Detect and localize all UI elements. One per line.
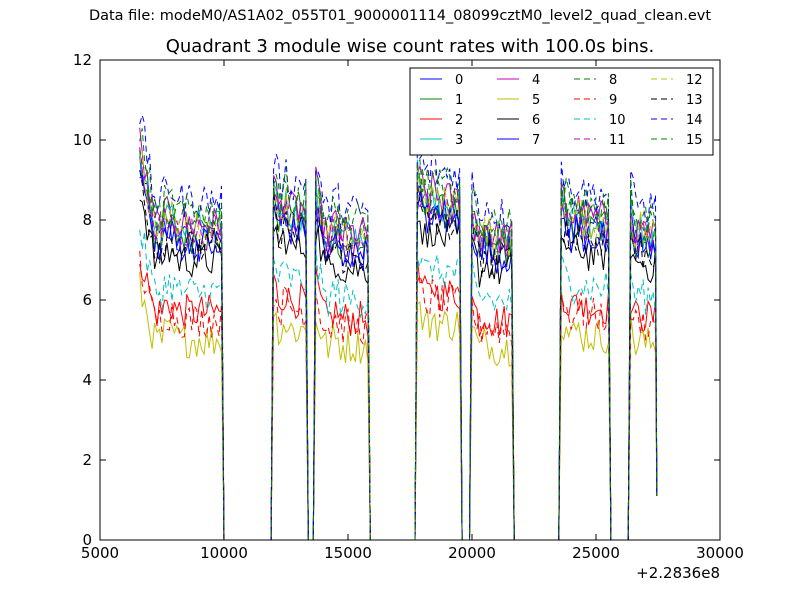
legend-label-1: 1 [455, 93, 463, 108]
x-tick-label: 15000 [324, 544, 372, 562]
legend-label-3: 3 [455, 133, 463, 148]
y-tick-label: 12 [73, 51, 92, 69]
series-line-5 [139, 271, 658, 540]
series-line-7 [139, 174, 658, 540]
legend-label-15: 15 [686, 133, 703, 148]
series-line-6 [139, 199, 658, 540]
legend-label-10: 10 [609, 113, 626, 128]
series-line-10 [139, 229, 658, 540]
legend-label-0: 0 [455, 73, 463, 88]
y-tick-label: 10 [73, 131, 92, 149]
chart-title: Quadrant 3 module wise count rates with … [165, 36, 655, 57]
plot-lines [139, 113, 658, 540]
axes: 5000 10000 15000 20000 25000 30000024681012+2… [73, 51, 744, 582]
y-tick-label: 2 [82, 451, 92, 469]
y-tick-label: 0 [82, 531, 92, 549]
legend-label-13: 13 [686, 93, 703, 108]
legend-label-2: 2 [455, 113, 463, 128]
series-line-1 [139, 150, 658, 540]
legend-label-5: 5 [532, 93, 540, 108]
legend-label-11: 11 [609, 133, 626, 148]
series-line-8 [139, 148, 658, 540]
legend-label-7: 7 [532, 133, 540, 148]
y-tick-label: 8 [82, 211, 92, 229]
data-file-header: Data file: modeM0/AS1A02_055T01_90000011… [88, 8, 712, 24]
legend-label-9: 9 [609, 93, 617, 108]
x-tick-label: 10000 [200, 544, 248, 562]
x-tick-label: 30000 [696, 544, 744, 562]
x-tick-label: 25000 [572, 544, 620, 562]
y-tick-label: 4 [82, 371, 92, 389]
x-tick-label: 20000 [448, 544, 496, 562]
legend-box [409, 67, 714, 156]
series-line-3 [139, 154, 658, 540]
series-line-15 [139, 128, 658, 540]
series-line-12 [139, 151, 658, 540]
legend-label-14: 14 [686, 113, 703, 128]
series-line-2 [139, 258, 658, 540]
legend-label-12: 12 [686, 73, 703, 88]
series-line-13 [139, 170, 658, 540]
series-line-9 [139, 250, 658, 540]
x-offset-label: +2.2836e8 [636, 564, 720, 582]
legend-label-6: 6 [532, 113, 540, 128]
y-tick-label: 6 [82, 291, 92, 309]
legend-label-8: 8 [609, 73, 617, 88]
x-tick-label: 5000 [81, 544, 119, 562]
series-line-4 [139, 127, 658, 540]
legend-label-4: 4 [532, 73, 540, 88]
